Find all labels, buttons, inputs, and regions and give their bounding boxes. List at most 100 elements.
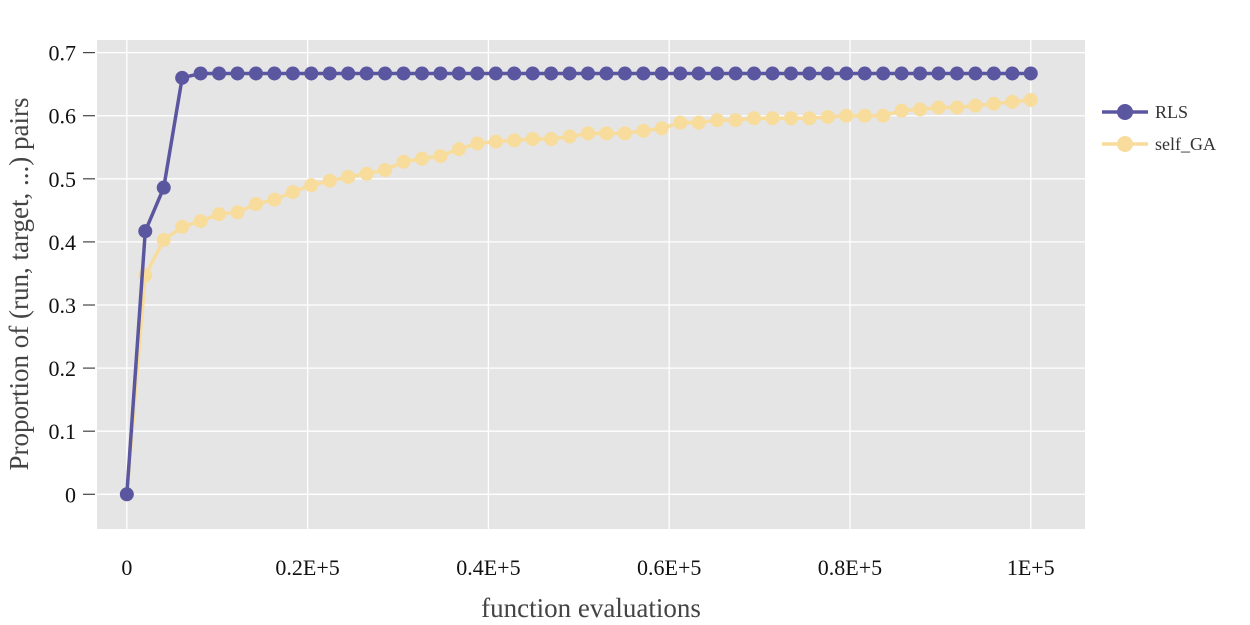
data-point-rls <box>931 66 946 81</box>
data-point-self-ga <box>802 111 817 126</box>
data-point-self-ga <box>1005 94 1020 109</box>
data-point-self-ga <box>322 173 337 188</box>
data-point-rls <box>119 487 134 502</box>
data-point-rls <box>193 66 208 81</box>
y-tick-label: 0.5 <box>49 167 77 192</box>
data-point-self-ga <box>470 136 485 151</box>
data-point-rls <box>322 66 337 81</box>
data-point-self-ga <box>156 233 171 248</box>
data-point-rls <box>267 66 282 81</box>
data-point-rls <box>691 66 706 81</box>
data-point-rls <box>581 66 596 81</box>
legend-item-self-ga: self_GA <box>1102 134 1216 154</box>
data-point-rls <box>451 66 466 81</box>
data-point-self-ga <box>304 178 319 193</box>
y-tick-label: 0 <box>65 482 76 507</box>
data-point-self-ga <box>341 169 356 184</box>
data-point-self-ga <box>765 111 780 126</box>
data-point-self-ga <box>728 113 743 128</box>
legend: RLS self_GA <box>1102 102 1216 154</box>
data-point-rls <box>544 66 559 81</box>
data-point-rls <box>304 66 319 81</box>
data-point-self-ga <box>581 126 596 141</box>
data-point-self-ga <box>451 142 466 157</box>
data-point-self-ga <box>968 98 983 113</box>
series-rls <box>119 66 1038 502</box>
data-point-self-ga <box>876 108 891 123</box>
data-point-self-ga <box>562 129 577 144</box>
data-point-self-ga <box>544 132 559 147</box>
data-point-self-ga <box>230 205 245 220</box>
data-point-self-ga <box>193 214 208 229</box>
data-point-rls <box>728 66 743 81</box>
data-point-rls <box>710 66 725 81</box>
data-point-self-ga <box>673 115 688 130</box>
data-point-self-ga <box>1023 92 1038 107</box>
data-point-rls <box>636 66 651 81</box>
data-point-self-ga <box>378 162 393 177</box>
y-tick-label: 0.7 <box>49 41 77 66</box>
data-point-rls <box>765 66 780 81</box>
y-tick-label: 0.4 <box>49 230 77 255</box>
series-self-ga <box>119 92 1038 502</box>
data-point-rls <box>470 66 485 81</box>
data-point-rls <box>341 66 356 81</box>
grid-lines <box>97 40 1085 529</box>
data-point-rls <box>673 66 688 81</box>
legend-label: self_GA <box>1155 134 1216 154</box>
axes: 0 0.2E+5 0.4E+5 0.6E+5 0.8E+5 1E+5 0 0.1 0.2 0.3 0… <box>49 41 1055 580</box>
x-tick-label: 0.6E+5 <box>637 555 701 580</box>
data-point-self-ga <box>414 151 429 166</box>
data-point-rls <box>212 66 227 81</box>
data-point-self-ga <box>839 108 854 123</box>
x-tick-label: 1E+5 <box>1007 555 1055 580</box>
data-point-self-ga <box>433 149 448 164</box>
data-point-self-ga <box>636 123 651 138</box>
x-tick-label: 0 <box>121 555 132 580</box>
data-point-rls <box>802 66 817 81</box>
data-point-self-ga <box>267 192 282 207</box>
data-point-rls <box>414 66 429 81</box>
data-point-self-ga <box>212 207 227 222</box>
data-point-self-ga <box>617 126 632 141</box>
y-tick-label: 0.6 <box>49 104 77 129</box>
series-layer <box>119 66 1038 502</box>
data-point-rls <box>839 66 854 81</box>
data-point-rls <box>968 66 983 81</box>
data-point-self-ga <box>931 100 946 115</box>
data-point-self-ga <box>986 96 1001 111</box>
data-point-self-ga <box>248 197 263 212</box>
x-tick-label: 0.2E+5 <box>275 555 339 580</box>
data-point-rls <box>525 66 540 81</box>
x-tick-label: 0.8E+5 <box>818 555 882 580</box>
data-point-rls <box>949 66 964 81</box>
data-point-rls <box>1005 66 1020 81</box>
data-point-self-ga <box>857 108 872 123</box>
plot-background <box>97 40 1085 529</box>
data-point-self-ga <box>599 126 614 141</box>
y-tick-label: 0.1 <box>49 419 77 444</box>
data-point-self-ga <box>894 103 909 118</box>
data-point-rls <box>378 66 393 81</box>
x-tick-label: 0.4E+5 <box>456 555 520 580</box>
data-point-self-ga <box>783 111 798 126</box>
data-point-rls <box>507 66 522 81</box>
data-point-rls <box>820 66 835 81</box>
data-point-self-ga <box>285 185 300 200</box>
y-axis-title: Proportion of (run, target, ...) pairs <box>4 98 34 471</box>
data-point-rls <box>175 70 190 85</box>
data-point-rls <box>230 66 245 81</box>
data-point-self-ga <box>396 154 411 169</box>
data-point-rls <box>1023 66 1038 81</box>
data-point-self-ga <box>654 121 669 136</box>
data-point-self-ga <box>747 111 762 126</box>
data-point-rls <box>747 66 762 81</box>
y-tick-label: 0.2 <box>49 356 77 381</box>
data-point-self-ga <box>710 113 725 128</box>
data-point-rls <box>857 66 872 81</box>
data-point-self-ga <box>359 166 374 181</box>
data-point-rls <box>783 66 798 81</box>
legend-swatch-marker <box>1117 136 1133 152</box>
data-point-self-ga <box>949 100 964 115</box>
